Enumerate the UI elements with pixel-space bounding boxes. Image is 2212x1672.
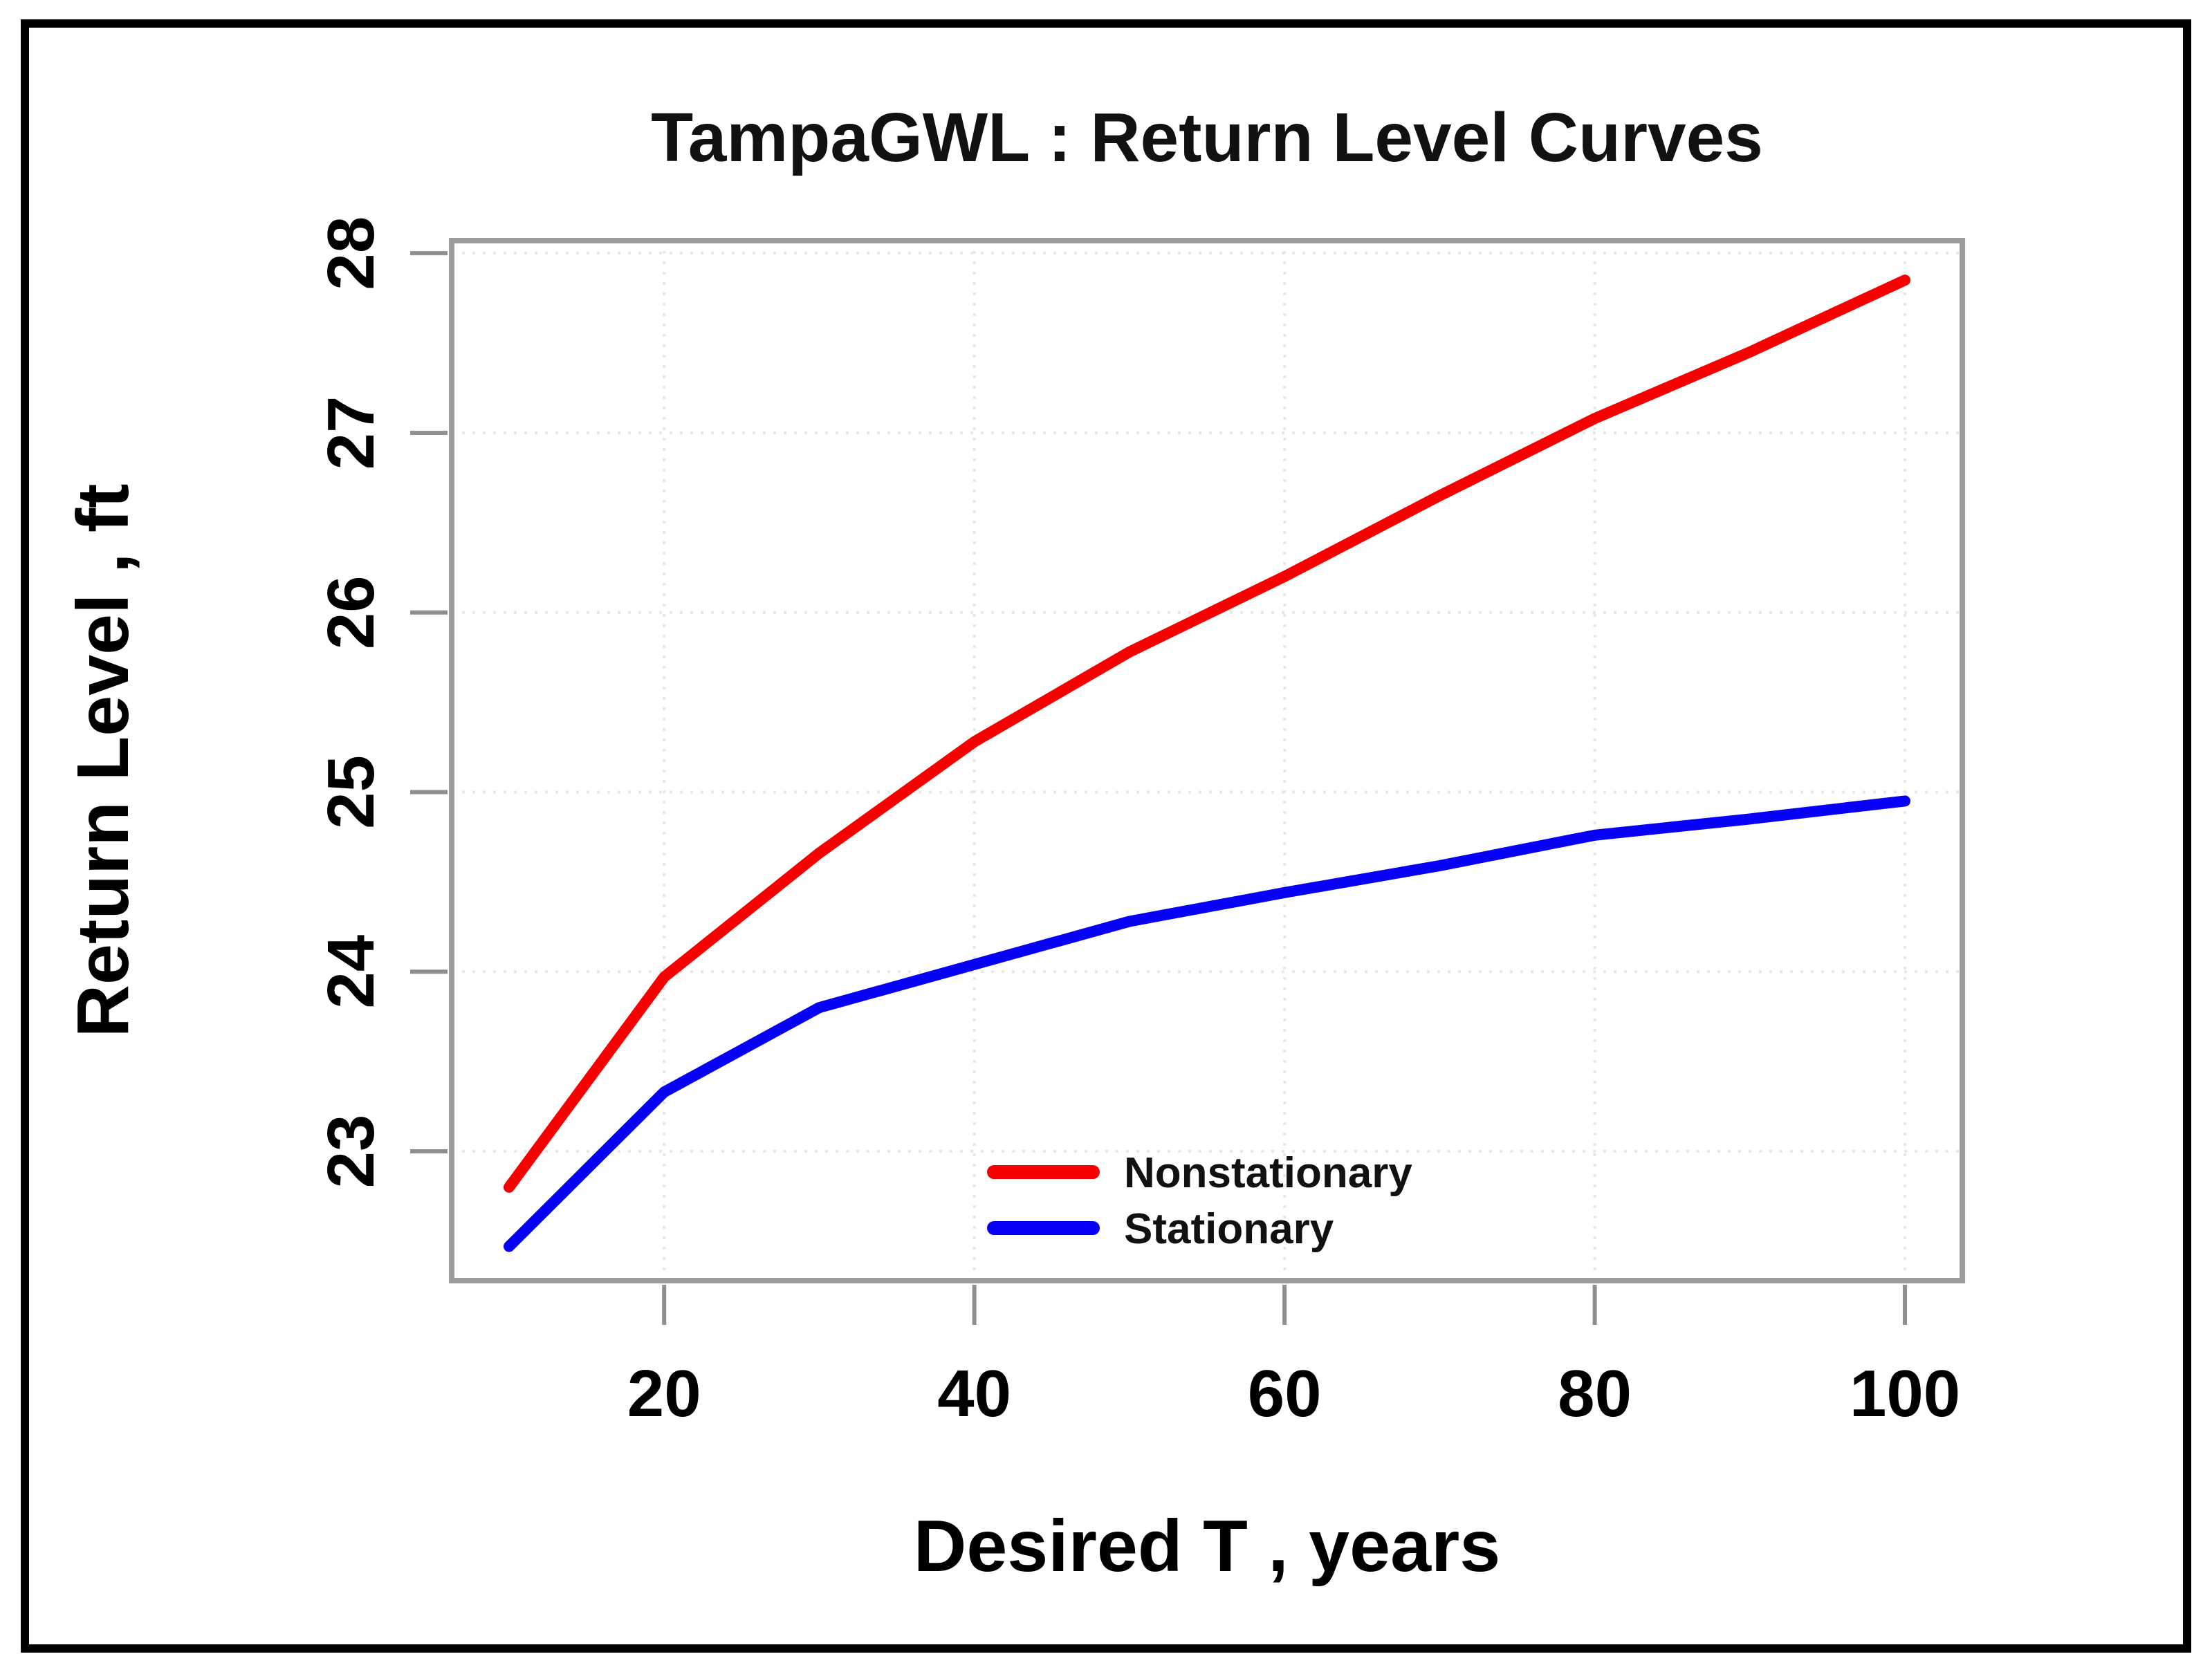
y-tick-label: 28 <box>314 216 388 290</box>
tick-layer <box>410 251 1908 1325</box>
y-tick-label: 23 <box>314 1115 388 1189</box>
x-tick-label: 100 <box>1850 1357 1960 1431</box>
x-tick-label: 20 <box>627 1357 701 1431</box>
x-axis-label: Desired T , years <box>914 1505 1500 1587</box>
plot-border <box>449 238 1965 1283</box>
y-tick-label: 24 <box>314 935 388 1009</box>
figure-frame: 20 40 60 80 100 23 24 25 26 27 28 TampaGWL : Retur… <box>21 19 2191 1653</box>
legend-label-stationary: Stationary <box>1124 1205 1334 1253</box>
series-line-stationary <box>504 795 1910 1252</box>
grid-layer <box>452 241 1962 1281</box>
return-level-chart: 20 40 60 80 100 23 24 25 26 27 28 TampaGWL : Retur… <box>62 99 1965 1587</box>
series-line-nonstationary <box>504 275 1910 1193</box>
tick-label-layer: 20 40 60 80 100 23 24 25 26 27 28 <box>314 216 1960 1431</box>
curve-layer <box>504 275 1910 1252</box>
legend: Nonstationary Stationary <box>987 1149 1412 1253</box>
x-tick-label: 40 <box>937 1357 1011 1431</box>
y-tick-label: 25 <box>314 755 388 829</box>
y-tick-label: 27 <box>314 396 388 470</box>
x-tick-label: 60 <box>1248 1357 1322 1431</box>
chart-title: TampaGWL : Return Level Curves <box>651 99 1763 176</box>
y-axis-label: Return Level , ft <box>62 483 144 1037</box>
legend-label-nonstationary: Nonstationary <box>1124 1149 1412 1197</box>
y-tick-label: 26 <box>314 575 388 649</box>
x-tick-label: 80 <box>1558 1357 1632 1431</box>
